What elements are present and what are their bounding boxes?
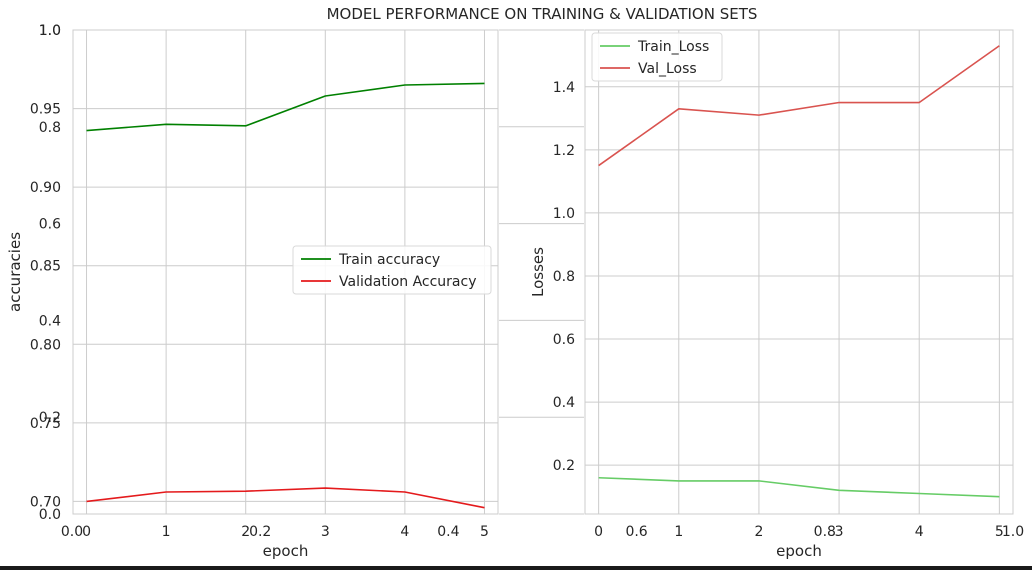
legend-label: Train_Loss (637, 39, 709, 55)
plot-area (584, 29, 1014, 515)
y-axis-label: accuracies (6, 232, 24, 312)
x-axis-label: epoch (776, 542, 822, 560)
series-line (86, 487, 485, 509)
ytick-label: 0.85 (30, 259, 61, 275)
series-line (598, 476, 1000, 498)
xtick-label: 0 (82, 524, 91, 540)
background-ytick-label: 0.4 (39, 313, 61, 329)
background-ytick-label: 1.0 (39, 23, 61, 39)
legend-label: Val_Loss (638, 61, 697, 77)
ytick-label: 0.75 (30, 416, 61, 432)
background-xtick-label: 0.4 (437, 524, 459, 540)
xtick-label: 5 (480, 524, 489, 540)
ytick-label: 0.80 (30, 337, 61, 353)
background-ytick-label: 0.6 (39, 217, 61, 233)
xtick-label: 3 (835, 524, 844, 540)
xtick-label: 1 (674, 524, 683, 540)
xtick-label: 2 (754, 524, 763, 540)
legend-label: Train accuracy (338, 252, 440, 268)
figure-title: MODEL PERFORMANCE ON TRAINING & VALIDATI… (327, 5, 758, 23)
xtick-label: 4 (915, 524, 924, 540)
ytick-label: 0.4 (553, 395, 575, 411)
background-xtick-label: 0.8 (814, 524, 836, 540)
background-ytick-label: 0.0 (39, 507, 61, 523)
bottom-border (0, 566, 1032, 570)
ytick-label: 0.6 (553, 332, 575, 348)
ytick-label: 0.95 (30, 102, 61, 118)
loss-plot: 0 1 2 3 4 5 0.2 0.4 0.6 0.8 1.0 1.2 1.4 epoch Losses Tr… (529, 29, 1014, 560)
background-ytick-label: 0.2 (39, 410, 61, 426)
accuracy-plot: 0 1 2 3 4 5 0.70 0.75 0.80 0.85 0.90 0.95 1.0 epoch ac… (6, 23, 499, 560)
ytick-label: 0.90 (30, 180, 61, 196)
xtick-label: 1 (162, 524, 171, 540)
ytick-label: 0.2 (553, 458, 575, 474)
xtick-label: 4 (400, 524, 409, 540)
ytick-label: 1.0 (39, 23, 61, 39)
legend-label: Validation Accuracy (339, 274, 477, 290)
xtick-label: 2 (241, 524, 250, 540)
background-ytick-label: 0.8 (39, 120, 61, 136)
xtick-label: 0 (594, 524, 603, 540)
background-xtick-label: 0.0 (61, 524, 83, 540)
ytick-label: 1.2 (553, 143, 575, 159)
x-axis-label: epoch (263, 542, 309, 560)
y-axis-label: Losses (529, 247, 547, 297)
xtick-label: 5 (995, 524, 1004, 540)
background-xtick-label: 0.6 (625, 524, 647, 540)
ytick-label: 0.8 (553, 269, 575, 285)
xtick-label: 3 (321, 524, 330, 540)
ytick-label: 1.4 (553, 80, 575, 96)
series-line (86, 82, 485, 132)
ytick-label: 1.0 (553, 206, 575, 222)
legend-box (591, 32, 723, 82)
background-xtick-label: 0.2 (249, 524, 271, 540)
background-xtick-label: 1.0 (1002, 524, 1024, 540)
legend-box (292, 245, 492, 295)
series-line (598, 45, 1000, 167)
ytick-label: 0.70 (30, 494, 61, 510)
